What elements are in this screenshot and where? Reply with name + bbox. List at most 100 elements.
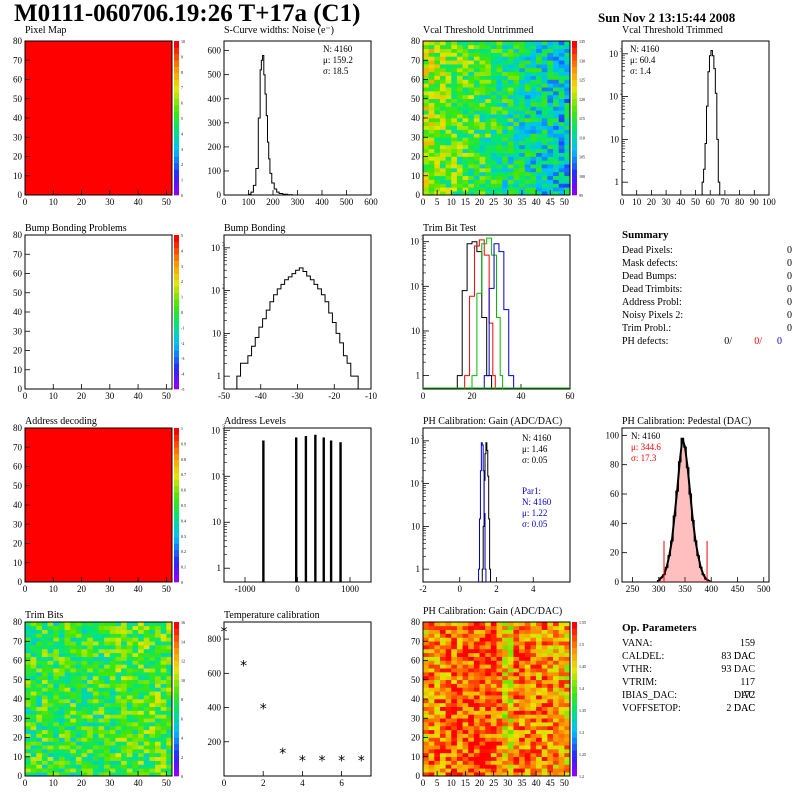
heatmap-cell — [479, 71, 486, 76]
heatmap-cell — [36, 710, 43, 715]
heatmap-cell — [160, 633, 167, 638]
heatmap-cell — [553, 695, 559, 700]
heatmap-cell — [41, 645, 48, 650]
heatmap-cell — [485, 702, 492, 707]
heatmap-cell — [439, 695, 446, 700]
heatmap-cell — [479, 675, 486, 681]
heatmap-cell — [530, 702, 537, 707]
palette-bin — [174, 498, 179, 506]
palette-bin — [572, 724, 577, 732]
heatmap-cell — [58, 672, 65, 677]
heatmap-cell — [109, 756, 116, 761]
heatmap-cell — [53, 749, 60, 754]
heatmap-cell — [502, 129, 509, 134]
heatmap-cell — [502, 741, 509, 746]
x-tick-label: 45 — [546, 778, 556, 788]
heatmap-cell — [25, 722, 31, 727]
heatmap-cell — [536, 67, 543, 73]
heatmap-cell — [132, 633, 139, 638]
heatmap-cell — [75, 672, 82, 677]
heatmap-cell — [75, 725, 82, 731]
heatmap-cell — [64, 714, 71, 719]
heatmap-cell — [445, 44, 452, 49]
heatmap-cell — [47, 622, 54, 627]
heatmap-cell — [75, 656, 82, 661]
palette-bin — [572, 150, 577, 157]
heatmap-cell — [138, 622, 145, 627]
address-decoding-title: Address decoding — [25, 416, 97, 427]
heatmap-cell — [479, 737, 486, 742]
heatmap-cell — [536, 75, 543, 80]
heatmap-cell — [87, 768, 94, 773]
heatmap-cell — [496, 56, 503, 61]
heatmap-cell — [64, 645, 71, 650]
heatmap-cell — [160, 660, 167, 665]
heatmap-cell — [53, 710, 60, 715]
heatmap-cell — [109, 718, 116, 723]
heatmap-cell — [115, 702, 122, 707]
heatmap-cell — [47, 668, 54, 673]
heatmap-cell — [558, 179, 565, 184]
heatmap-cell — [428, 652, 435, 657]
heatmap-cell — [536, 102, 543, 107]
heatmap-cell — [434, 87, 441, 92]
heatmap-cell — [485, 64, 492, 69]
heatmap-cell — [160, 768, 167, 773]
heatmap-cell — [98, 645, 105, 650]
heatmap-cell — [451, 752, 458, 758]
x-tick-label: 450 — [731, 584, 745, 594]
histogram-series — [481, 442, 492, 582]
heatmap-cell — [445, 179, 452, 184]
heatmap-cell — [507, 121, 514, 126]
heatmap-cell — [519, 148, 526, 153]
heatmap-cell — [473, 94, 480, 100]
heatmap-cell — [462, 94, 469, 100]
heatmap-cell — [513, 125, 520, 130]
palette-label: 1.3 — [579, 730, 584, 735]
heatmap-cell — [58, 660, 65, 665]
heatmap-cell — [138, 629, 145, 634]
heatmap-cell — [132, 718, 139, 723]
heatmap-cell — [502, 168, 509, 173]
heatmap-cell — [149, 652, 156, 657]
heatmap-cell — [564, 660, 571, 665]
heatmap-cell — [490, 752, 497, 758]
heatmap-cell — [451, 137, 458, 142]
x-tick-label: 30 — [105, 778, 115, 788]
heatmap-cell — [75, 625, 82, 630]
heatmap-cell — [536, 114, 543, 119]
heatmap-cell — [485, 148, 492, 153]
heatmap-cell — [30, 641, 37, 646]
heatmap-cell — [132, 752, 139, 758]
heatmap-cell — [502, 629, 509, 634]
heatmap-cell — [468, 656, 475, 661]
heatmap-cell — [524, 48, 531, 53]
heatmap-cell — [423, 645, 429, 650]
heatmap-cell — [58, 760, 65, 765]
heatmap-cell — [541, 98, 548, 103]
heatmap-cell — [553, 98, 559, 103]
heatmap-cell — [104, 633, 111, 638]
y-tick-label: 60 — [610, 489, 620, 499]
heatmap-cell — [87, 706, 94, 711]
heatmap-cell — [513, 71, 520, 76]
palette-label: 105 — [579, 155, 585, 160]
heatmap-cell — [519, 722, 526, 727]
heatmap-cell — [439, 44, 446, 49]
palette-label: 1.45 — [579, 664, 586, 669]
heatmap-cell — [155, 633, 161, 638]
heatmap-cell — [445, 656, 452, 661]
heatmap-cell — [423, 118, 429, 123]
heatmap-cell — [439, 160, 446, 165]
heatmap-cell — [479, 110, 486, 115]
heatmap-cell — [479, 699, 486, 704]
heatmap-cell — [536, 760, 543, 765]
heatmap-cell — [536, 91, 543, 96]
heatmap-cell — [64, 668, 71, 673]
heatmap-cell — [456, 183, 463, 188]
heatmap-cell — [87, 729, 94, 734]
heatmap-cell — [507, 695, 514, 700]
heatmap-cell — [434, 722, 441, 727]
heatmap-cell — [64, 718, 71, 723]
heatmap-cell — [75, 733, 82, 738]
